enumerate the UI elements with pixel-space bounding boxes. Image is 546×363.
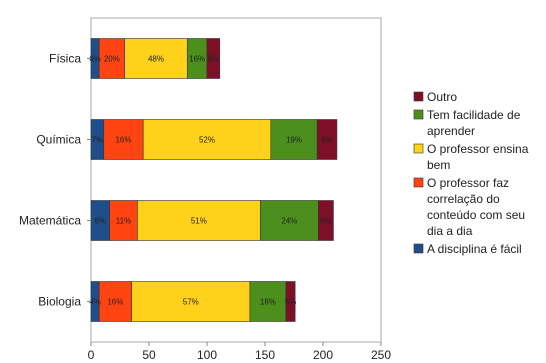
legend-line: aprender bbox=[427, 124, 475, 138]
legend-entry-4: Outro bbox=[427, 90, 457, 104]
x-tick-label: 200 bbox=[313, 348, 333, 362]
legend-line: correlação do bbox=[427, 192, 500, 206]
segment-value-label: 24% bbox=[281, 217, 297, 226]
legend-swatch-4 bbox=[413, 91, 424, 102]
bar-segment-quimica-3 bbox=[270, 119, 318, 160]
y-axis-categories: Física Química Matemática Biologia bbox=[19, 52, 91, 309]
legend-line: O professor ensina bbox=[427, 142, 529, 156]
legend-entry-2: O professor ensina bem bbox=[427, 142, 529, 172]
legend-entry-0: A disciplina é fácil bbox=[427, 242, 522, 256]
legend-line: conteúdo com seu bbox=[427, 208, 525, 222]
x-tick-label: 0 bbox=[88, 348, 95, 362]
legend-line: dia a dia bbox=[427, 224, 473, 238]
segment-value-label: 52% bbox=[199, 136, 215, 145]
legend: Outro Tem facilidade de aprender O professo… bbox=[413, 90, 529, 256]
x-tick-label: 250 bbox=[371, 348, 391, 362]
legend-line: bem bbox=[427, 158, 450, 172]
legend-line: Outro bbox=[427, 90, 457, 104]
bar-segment-matematica-3 bbox=[260, 200, 319, 241]
category-label-fisica: Física bbox=[49, 52, 81, 66]
x-tick-label: 150 bbox=[255, 348, 275, 362]
segment-value-label: 20% bbox=[104, 55, 120, 64]
bar-segment-fisica-4 bbox=[206, 38, 221, 79]
x-axis-ticks: 0 50 100 150 200 250 bbox=[88, 342, 391, 362]
category-label-biologia: Biologia bbox=[38, 295, 81, 309]
bar-segment-quimica-4 bbox=[316, 119, 338, 160]
segment-value-label: 8% bbox=[321, 136, 333, 145]
segment-value-label: 16% bbox=[107, 298, 123, 307]
legend-swatch-1 bbox=[413, 177, 424, 188]
segment-labels-group: 6% 20% 48% 16% 9%7% 16% 52% 19% 8%8% 11% 51% 24% 6%4… bbox=[89, 55, 333, 307]
bar-segment-fisica-1 bbox=[98, 38, 125, 79]
segment-value-label: 8% bbox=[94, 217, 106, 226]
legend-swatch-3 bbox=[413, 109, 424, 120]
x-tick-label: 50 bbox=[142, 348, 156, 362]
legend-line: Tem facilidade de bbox=[427, 108, 521, 122]
bar-segment-biologia-4 bbox=[285, 281, 296, 322]
segment-value-label: 18% bbox=[260, 298, 276, 307]
segment-value-label: 48% bbox=[148, 55, 164, 64]
category-label-quimica: Química bbox=[36, 133, 81, 147]
bar-segment-matematica-1 bbox=[109, 200, 138, 241]
legend-swatch-0 bbox=[413, 243, 424, 254]
segment-value-label: 4% bbox=[89, 298, 101, 307]
category-label-matematica: Matemática bbox=[19, 214, 81, 228]
bar-segment-quimica-2 bbox=[142, 119, 272, 160]
bars-group bbox=[90, 38, 338, 322]
legend-line: A disciplina é fácil bbox=[427, 242, 522, 256]
segment-value-label: 9% bbox=[208, 55, 220, 64]
legend-entry-1: O professor faz correlação do conteúdo com… bbox=[427, 176, 525, 238]
bar-segment-quimica-1 bbox=[103, 119, 144, 160]
segment-value-label: 6% bbox=[89, 55, 101, 64]
x-tick-label: 100 bbox=[197, 348, 217, 362]
bar-segment-matematica-4 bbox=[318, 200, 334, 241]
bar-segment-biologia-1 bbox=[98, 281, 132, 322]
legend-line: O professor faz bbox=[427, 176, 509, 190]
segment-value-label: 11% bbox=[116, 217, 131, 226]
segment-value-label: 57% bbox=[183, 298, 199, 307]
legend-swatch-2 bbox=[413, 143, 424, 154]
legend-entry-3: Tem facilidade de aprender bbox=[427, 108, 521, 138]
segment-value-label: 5% bbox=[285, 298, 297, 307]
segment-value-label: 16% bbox=[189, 55, 205, 64]
segment-value-label: 51% bbox=[191, 217, 207, 226]
segment-value-label: 7% bbox=[92, 136, 104, 145]
segment-value-label: 16% bbox=[115, 136, 131, 145]
segment-value-label: 6% bbox=[320, 217, 332, 226]
segment-value-label: 19% bbox=[286, 136, 302, 145]
